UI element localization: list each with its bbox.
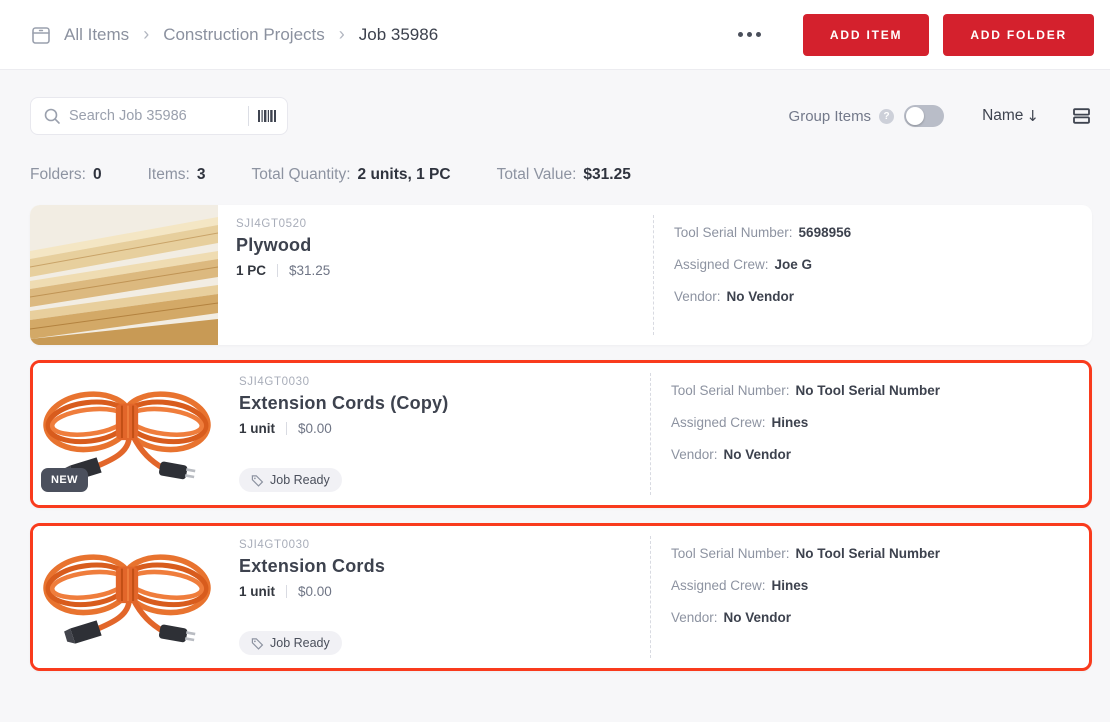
item-tags: Job Ready (239, 468, 650, 492)
detail-vendor: Vendor: No Vendor (671, 447, 792, 462)
breadcrumb-current-job: Job 35986 (358, 24, 439, 44)
item-quantity-price: 1 unit $0.00 (239, 584, 650, 599)
item-card-extension-cords-copy[interactable]: NEW SJI4GT0030 Extension Cords (Copy) 1 … (30, 360, 1092, 508)
add-folder-button[interactable]: ADD FOLDER (943, 13, 1094, 56)
card-divider (653, 215, 654, 335)
sort-label: Name (982, 107, 1024, 124)
item-thumbnail: NEW (33, 363, 221, 505)
new-badge: NEW (41, 468, 88, 492)
item-name: Extension Cords (Copy) (239, 393, 449, 413)
search-divider (248, 106, 249, 126)
item-thumbnail (33, 526, 221, 668)
item-details: Tool Serial Number: 5698956 Assigned Cre… (654, 205, 1092, 345)
detail-crew: Assigned Crew: Joe G (674, 257, 813, 272)
summary-stats: Folders: 0 Items: 3 Total Quantity: 2 un… (30, 166, 1092, 184)
top-bar: All Items › Construction Projects › Job … (0, 0, 1110, 70)
card-divider (650, 536, 651, 658)
plywood-image (30, 205, 218, 345)
detail-vendor: Vendor: No Vendor (671, 610, 792, 625)
detail-serial: Tool Serial Number: 5698956 (674, 225, 852, 240)
item-thumbnail (30, 205, 218, 345)
extension-cord-image (33, 526, 221, 668)
view-mode-button[interactable] (1071, 106, 1092, 126)
tag-icon (251, 474, 264, 487)
detail-crew: Assigned Crew: Hines (671, 578, 809, 593)
detail-serial: Tool Serial Number: No Tool Serial Numbe… (671, 546, 941, 561)
item-quantity: 1 PC (236, 263, 267, 278)
rows-view-icon (1071, 106, 1092, 126)
toolbar-right: Group Items ? Name ↓ (789, 105, 1092, 127)
item-name: Extension Cords (239, 556, 386, 576)
help-icon[interactable]: ? (879, 108, 895, 124)
tag-job-ready[interactable]: Job Ready (239, 468, 342, 492)
box-icon (30, 24, 52, 46)
breadcrumb-construction-projects[interactable]: Construction Projects (163, 24, 325, 44)
search-box[interactable] (30, 97, 288, 135)
sort-control[interactable]: Name ↓ (982, 107, 1039, 125)
tag-icon (251, 637, 264, 650)
detail-vendor: Vendor: No Vendor (674, 289, 795, 304)
item-card-extension-cords[interactable]: SJI4GT0030 Extension Cords 1 unit $0.00 … (30, 523, 1092, 671)
search-input[interactable] (69, 108, 240, 124)
item-sku: SJI4GT0030 (239, 539, 310, 551)
item-details: Tool Serial Number: No Tool Serial Numbe… (651, 526, 1089, 668)
item-details: Tool Serial Number: No Tool Serial Numbe… (651, 363, 1089, 505)
stat-total-value: Total Value: $31.25 (496, 166, 631, 183)
item-summary: SJI4GT0030 Extension Cords (Copy) 1 unit… (221, 363, 650, 505)
detail-crew: Assigned Crew: Hines (671, 415, 809, 430)
item-tags: Job Ready (239, 631, 650, 655)
stat-items: Items: 3 (147, 166, 206, 183)
more-options-button[interactable] (728, 22, 771, 47)
barcode-scan-icon[interactable] (257, 107, 277, 125)
tag-job-ready[interactable]: Job Ready (239, 631, 342, 655)
item-summary: SJI4GT0030 Extension Cords 1 unit $0.00 … (221, 526, 650, 668)
item-sku: SJI4GT0030 (239, 376, 310, 388)
breadcrumb: All Items › Construction Projects › Job … (30, 24, 438, 46)
stat-folders: Folders: 0 (30, 166, 102, 183)
toggle-knob (906, 107, 925, 125)
item-quantity-price: 1 unit $0.00 (239, 421, 650, 436)
group-items-label: Group Items (788, 107, 872, 125)
sort-descending-icon: ↓ (1026, 107, 1039, 125)
ellipsis-icon (737, 32, 743, 37)
item-price: $0.00 (298, 421, 332, 436)
item-name: Plywood (236, 235, 312, 255)
add-item-button[interactable]: ADD ITEM (802, 13, 930, 56)
item-summary: SJI4GT0520 Plywood 1 PC $31.25 (218, 205, 653, 345)
item-price: $31.25 (289, 263, 331, 278)
item-list: SJI4GT0520 Plywood 1 PC $31.25 Tool Seri… (30, 205, 1092, 671)
header-actions: ADD ITEM ADD FOLDER (728, 13, 1094, 56)
search-icon (43, 107, 61, 125)
breadcrumb-separator: › (143, 24, 150, 44)
breadcrumb-all-items[interactable]: All Items (64, 24, 130, 44)
breadcrumb-separator: › (338, 24, 345, 44)
card-divider (650, 373, 651, 495)
detail-serial: Tool Serial Number: No Tool Serial Numbe… (671, 383, 941, 398)
item-price: $0.00 (298, 584, 332, 599)
group-items-toggle[interactable] (904, 105, 945, 127)
item-sku: SJI4GT0520 (236, 218, 307, 230)
item-quantity: 1 unit (239, 584, 275, 599)
stat-total-quantity: Total Quantity: 2 units, 1 PC (251, 166, 451, 183)
toolbar: Group Items ? Name ↓ (30, 97, 1092, 135)
item-quantity: 1 unit (239, 421, 275, 436)
item-card-plywood[interactable]: SJI4GT0520 Plywood 1 PC $31.25 Tool Seri… (30, 205, 1092, 345)
item-quantity-price: 1 PC $31.25 (236, 263, 653, 278)
